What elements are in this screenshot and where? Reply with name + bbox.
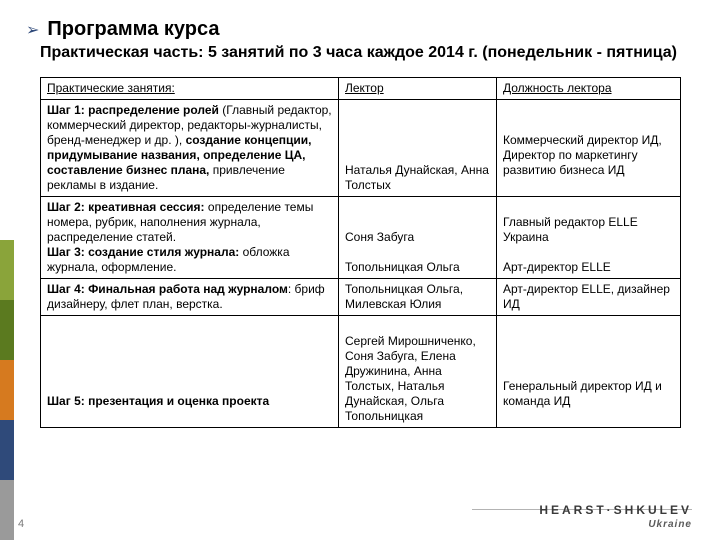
col-header: Практические занятия: xyxy=(41,78,339,100)
cell-activity: Шаг 4: Финальная работа над журналом: бр… xyxy=(41,279,339,316)
table-header-row: Практические занятия: Лектор Должность л… xyxy=(41,78,681,100)
cell-lecturer: Наталья Дунайская, Анна Толстых xyxy=(339,100,497,197)
footer-sub: Ukraine xyxy=(539,519,692,530)
col-header: Должность лектора xyxy=(497,78,681,100)
table-row: Шаг 2: креативная сессия: определение те… xyxy=(41,197,681,279)
cell-activity: Шаг 5: презентация и оценка проекта xyxy=(41,316,339,428)
table-row: Шаг 1: распределение ролей (Главный реда… xyxy=(41,100,681,197)
cell-activity: Шаг 2: креативная сессия: определение те… xyxy=(41,197,339,279)
cell-lecturer: Топольницкая Ольга, Милевская Юлия xyxy=(339,279,497,316)
page-number: 4 xyxy=(18,518,24,530)
footer-brand: HEARST·SHKULEV xyxy=(539,503,692,517)
cell-position: Главный редактор ELLE Украина Арт-директ… xyxy=(497,197,681,279)
bullet-icon: ➢ xyxy=(26,20,39,40)
cell-position: Арт-директор ELLE, дизайнер ИД xyxy=(497,279,681,316)
cell-position: Генеральный директор ИД и команда ИД xyxy=(497,316,681,428)
col-header: Лектор xyxy=(339,78,497,100)
page-subtitle: Практическая часть: 5 занятий по 3 часа … xyxy=(40,43,696,63)
table-row: Шаг 5: презентация и оценка проекта Серг… xyxy=(41,316,681,428)
cell-activity: Шаг 1: распределение ролей (Главный реда… xyxy=(41,100,339,197)
cell-lecturer: Соня Забуга Топольницкая Ольга xyxy=(339,197,497,279)
decorative-stripes xyxy=(0,240,14,540)
cell-position: Коммерческий директор ИД, Директор по ма… xyxy=(497,100,681,197)
cell-lecturer: Сергей Мирошниченко, Соня Забуга, Елена … xyxy=(339,316,497,428)
table-row: Шаг 4: Финальная работа над журналом: бр… xyxy=(41,279,681,316)
footer-logo: HEARST·SHKULEV Ukraine xyxy=(539,504,692,530)
page-title: Программа курса xyxy=(47,18,219,41)
course-table: Практические занятия: Лектор Должность л… xyxy=(40,77,681,428)
